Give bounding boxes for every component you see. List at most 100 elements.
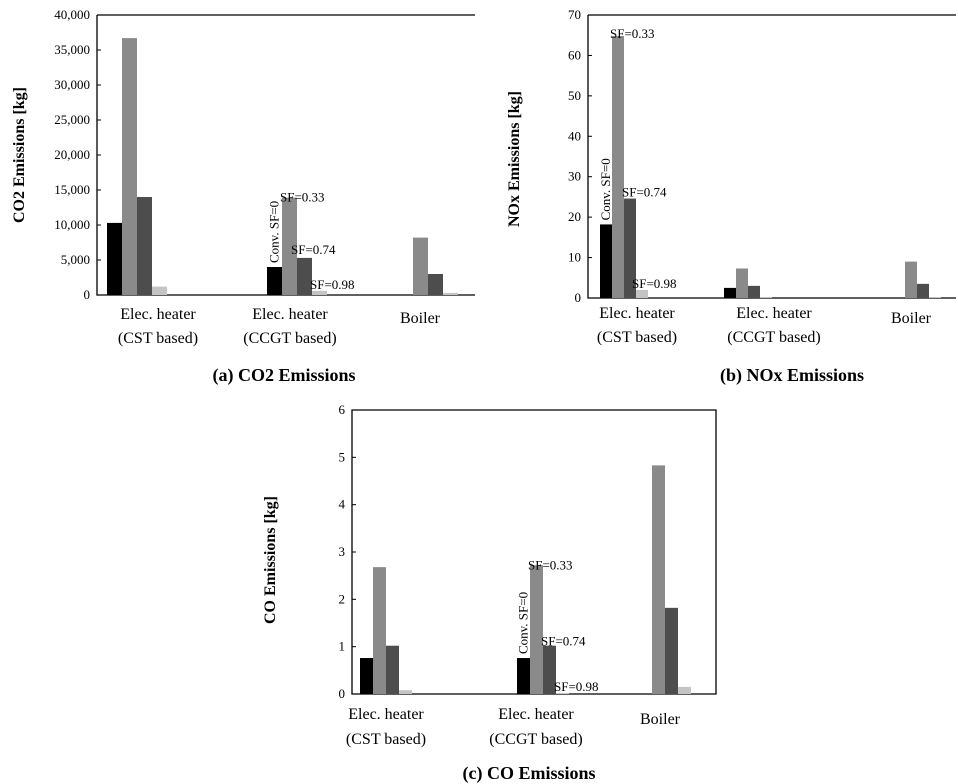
bar xyxy=(373,567,386,694)
co-bars xyxy=(360,465,691,694)
co-category-label: (CST based) xyxy=(346,731,426,748)
nox-y-ticks: 0 10 20 30 40 50 60 70 xyxy=(568,7,592,305)
y-tick-label: 0 xyxy=(339,686,346,701)
bar xyxy=(600,224,612,298)
nox-category-label: Boiler xyxy=(891,310,932,327)
nox-category-label: (CCGT based) xyxy=(727,329,820,346)
y-tick-label: 1 xyxy=(339,639,346,654)
y-tick-label: 20 xyxy=(568,209,581,224)
nox-category-label: (CST based) xyxy=(597,329,677,346)
nox-plot-frame xyxy=(587,14,956,299)
co-category-label: (CCGT based) xyxy=(489,731,582,748)
bar-annotation: SF=0.98 xyxy=(554,679,599,694)
bar xyxy=(543,645,556,694)
co-category-label: Elec. heater xyxy=(498,706,574,723)
co2-category-label: (CCGT based) xyxy=(243,330,336,347)
co-category-label: Elec. heater xyxy=(348,706,424,723)
bar xyxy=(137,197,152,295)
bar-annotation: SF=0.98 xyxy=(310,277,355,292)
bar xyxy=(152,286,167,295)
bar xyxy=(517,658,530,694)
bar xyxy=(665,607,678,694)
bar xyxy=(736,268,748,298)
co2-category-label: (CST based) xyxy=(118,330,198,347)
nox-caption: (b) NOx Emissions xyxy=(720,365,864,386)
bar xyxy=(399,690,412,694)
y-tick-label: 15,000 xyxy=(54,182,90,197)
co2-y-axis-label: CO2 Emissions [kg] xyxy=(11,87,28,223)
y-tick-label: 40,000 xyxy=(54,7,90,22)
y-tick-label: 4 xyxy=(339,497,346,512)
co2-y-ticks: 0 5,000 10,000 15,000 20,000 25,000 30,000 35,0… xyxy=(54,7,101,302)
y-tick-label: 6 xyxy=(339,402,346,417)
bar xyxy=(929,297,941,298)
co2-category-label: Boiler xyxy=(400,310,441,327)
bar xyxy=(917,283,929,298)
y-tick-label: 30,000 xyxy=(54,77,90,92)
y-tick-label: 35,000 xyxy=(54,42,90,57)
co2-caption: (a) CO2 Emissions xyxy=(212,365,355,386)
co-y-axis-label: CO Emissions [kg] xyxy=(262,496,279,624)
bar xyxy=(312,290,327,295)
bar xyxy=(267,267,282,295)
y-tick-label: 50 xyxy=(568,88,581,103)
bar-annotation: SF=0.74 xyxy=(291,242,336,257)
y-tick-label: 5 xyxy=(339,449,346,464)
y-tick-label: 10 xyxy=(568,250,581,265)
y-tick-label: 2 xyxy=(339,591,346,606)
bar xyxy=(748,285,760,298)
y-tick-label: 60 xyxy=(568,47,581,62)
bar xyxy=(905,261,917,298)
bar xyxy=(724,287,736,298)
y-tick-label: 0 xyxy=(575,290,582,305)
nox-y-axis-label: NOx Emissions [kg] xyxy=(506,91,523,227)
bar-annotation: SF=0.33 xyxy=(280,190,325,205)
bar xyxy=(612,36,624,298)
co2-annotations: Conv. SF=0SF=0.33 SF=0.74 SF=0.98 xyxy=(267,190,355,292)
bar xyxy=(107,222,122,295)
y-tick-label: 70 xyxy=(568,7,581,22)
bar-annotation: Conv. SF=0 xyxy=(516,592,531,654)
y-tick-label: 40 xyxy=(568,128,581,143)
y-tick-label: 10,000 xyxy=(54,217,90,232)
y-tick-label: 25,000 xyxy=(54,112,90,127)
bar xyxy=(413,237,428,295)
y-tick-label: 30 xyxy=(568,169,581,184)
co-y-ticks: 0 1 2 3 4 5 6 xyxy=(339,402,356,701)
y-tick-label: 0 xyxy=(84,287,91,302)
bar xyxy=(652,465,665,694)
bar xyxy=(360,658,373,694)
bar xyxy=(428,274,443,295)
co-category-label: Boiler xyxy=(640,711,681,728)
co-annotations: Conv. SF=0 SF=0.33 SF=0.74 SF=0.98 xyxy=(516,557,599,694)
y-tick-label: 5,000 xyxy=(61,252,90,267)
nox-category-label: Elec. heater xyxy=(599,305,675,322)
bar xyxy=(556,693,569,694)
co-caption: (c) CO Emissions xyxy=(462,763,595,784)
co2-bars xyxy=(107,38,458,295)
bar xyxy=(636,289,648,298)
bar-annotation: SF=0.74 xyxy=(622,185,667,200)
chart-co2: 0 5,000 10,000 15,000 20,000 25,000 30,000 35,0… xyxy=(11,7,475,386)
y-tick-label: 3 xyxy=(339,544,346,559)
bar xyxy=(386,645,399,694)
bar-annotation: SF=0.33 xyxy=(528,557,573,572)
y-tick-label: 20,000 xyxy=(54,147,90,162)
bar-annotation: SF=0.98 xyxy=(632,276,677,291)
bar xyxy=(297,257,312,295)
bar xyxy=(122,38,137,295)
bar xyxy=(678,686,691,694)
bar xyxy=(443,292,458,295)
bar-annotation: SF=0.74 xyxy=(541,634,586,649)
nox-annotations: Conv. SF=0 SF=0.33 SF=0.74 SF=0.98 xyxy=(598,26,677,291)
chart-nox: 0 10 20 30 40 50 60 70 Conv. SF=0 SF=0.33 SF=0.74… xyxy=(506,7,956,386)
bar xyxy=(282,197,297,295)
bar xyxy=(530,565,543,694)
co2-category-label: Elec. heater xyxy=(252,306,328,323)
bar-annotation: SF=0.33 xyxy=(610,26,655,41)
bar-annotation: Conv. SF=0 xyxy=(267,201,282,263)
nox-bars xyxy=(600,36,941,298)
bar xyxy=(760,297,772,298)
